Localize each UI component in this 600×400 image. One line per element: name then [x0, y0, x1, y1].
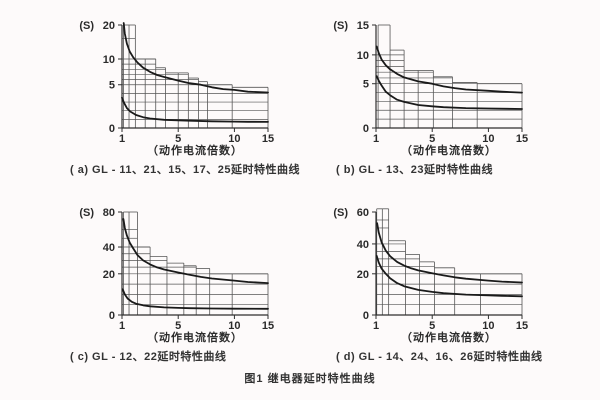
svg-text:20: 20 — [103, 269, 115, 281]
svg-text:10: 10 — [482, 133, 494, 145]
svg-text:(S): (S) — [333, 20, 348, 32]
svg-text:20: 20 — [357, 269, 369, 281]
svg-text:0: 0 — [109, 123, 115, 135]
svg-text:10: 10 — [482, 320, 494, 332]
svg-text:10: 10 — [228, 320, 240, 332]
svg-text:(S): (S) — [79, 20, 94, 32]
svg-text:5: 5 — [175, 320, 181, 332]
svg-text:15: 15 — [516, 133, 528, 145]
upper-limit-curve — [122, 218, 269, 284]
lower-limit-curve — [375, 255, 523, 298]
svg-text:80: 80 — [103, 207, 115, 219]
svg-text:5: 5 — [429, 320, 435, 332]
svg-text:5: 5 — [363, 79, 369, 91]
svg-text:1: 1 — [373, 133, 379, 145]
svg-text:(S): (S) — [333, 207, 348, 219]
svg-text:60: 60 — [357, 207, 369, 219]
lower-limit-curve — [121, 288, 269, 310]
svg-text:5: 5 — [175, 133, 181, 145]
chart-c-caption: ( c) GL - 12、22延时特性曲线 — [70, 351, 227, 363]
svg-text:10: 10 — [357, 50, 369, 62]
svg-text:0: 0 — [363, 123, 369, 135]
chart-b: 1 5 10 15 0 5 10 15 (S) （动作电流倍数） — [314, 8, 554, 163]
lower-limit-curve — [375, 75, 523, 110]
chart-d-caption: ( d) GL - 14、24、16、26延时特性曲线 — [336, 351, 543, 363]
chart-c: 1 5 10 15 0 20 40 80 (S) （动作电流倍数） — [60, 195, 300, 350]
svg-text:15: 15 — [262, 320, 274, 332]
svg-text:（动作电流倍数）: （动作电流倍数） — [147, 330, 243, 344]
svg-text:15: 15 — [262, 133, 274, 145]
svg-text:（动作电流倍数）: （动作电流倍数） — [401, 330, 497, 344]
upper-limit-curve — [376, 222, 523, 284]
svg-text:1: 1 — [373, 320, 379, 332]
svg-text:40: 40 — [103, 242, 115, 254]
chart-a: 1 5 10 15 0 5 10 20 (S) （动作电流倍数） — [60, 8, 300, 163]
svg-text:20: 20 — [103, 20, 115, 32]
svg-text:（动作电流倍数）: （动作电流倍数） — [147, 143, 243, 157]
svg-text:5: 5 — [429, 133, 435, 145]
svg-text:10: 10 — [103, 54, 115, 66]
svg-text:40: 40 — [357, 239, 369, 251]
svg-text:(S): (S) — [79, 207, 94, 219]
lower-limit-curve — [121, 96, 269, 123]
figure-caption: 图1 继电器延时特性曲线 — [244, 373, 376, 385]
svg-text:（动作电流倍数）: （动作电流倍数） — [401, 143, 497, 157]
svg-text:1: 1 — [119, 320, 125, 332]
svg-text:5: 5 — [109, 80, 115, 92]
chart-d: 1 5 10 15 0 20 40 60 (S) （动作电流倍数） — [314, 195, 554, 350]
svg-text:15: 15 — [357, 20, 369, 32]
svg-text:1: 1 — [119, 133, 125, 145]
svg-text:0: 0 — [109, 310, 115, 322]
upper-limit-curve — [375, 45, 523, 94]
svg-text:0: 0 — [363, 310, 369, 322]
svg-text:10: 10 — [228, 133, 240, 145]
svg-text:15: 15 — [516, 320, 528, 332]
chart-a-caption: ( a) GL - 11、21、15、17、25延时特性曲线 — [70, 164, 300, 176]
upper-limit-curve — [122, 22, 269, 94]
chart-b-caption: ( b) GL - 13、23延时特性曲线 — [336, 164, 493, 176]
